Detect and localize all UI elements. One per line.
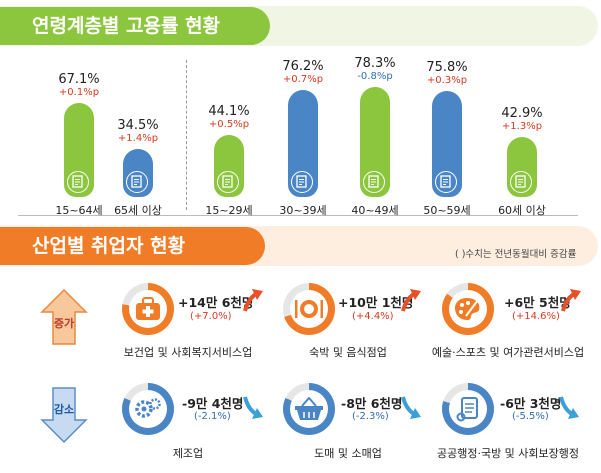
decrease-label: 감소 <box>53 403 75 416</box>
change-label: +0.3%p <box>426 74 468 86</box>
document-icon <box>291 170 313 193</box>
increase-rate: (+4.4%) <box>352 311 394 322</box>
increase-label-text: 보건업 및 사회복지서비스업 <box>123 346 253 359</box>
increase-label: 증가 <box>53 317 75 330</box>
bar-15~29세 <box>214 135 244 197</box>
increase-arrow <box>40 288 88 350</box>
decrease-value: -6만 3천명 <box>500 396 562 411</box>
change-rate-note: ( )수치는 전년동월대비 증감률 <box>455 249 577 260</box>
up-trend-arrow-icon <box>242 287 264 317</box>
plate-fork-knife-icon <box>294 297 324 325</box>
value-label: 42.9% <box>501 105 543 121</box>
decrease-label-text: 도매 및 소매업 <box>314 447 382 460</box>
value-label: 67.1% <box>58 72 100 88</box>
value-label: 34.5% <box>117 117 159 133</box>
change-label: +0.1%p <box>58 87 100 99</box>
category-label: 30~39세 <box>279 204 327 217</box>
bar-50~59세 <box>432 90 462 197</box>
document-icon <box>67 170 89 193</box>
increase-value: +6만 5천명 <box>504 295 571 310</box>
first-aid-kit-icon <box>135 297 161 325</box>
document-icon <box>363 170 385 193</box>
increase-label-text: 예술·스포츠 및 여가관련서비스업 <box>431 346 585 359</box>
increase-label-text: 숙박 및 음식점업 <box>309 346 387 359</box>
decrease-value: -9만 4천명 <box>182 396 244 411</box>
section2-title: 산업별 취업자 현황 <box>0 227 265 265</box>
value-label: 76.2% <box>282 59 324 75</box>
category-label: 65세 이상 <box>114 204 162 217</box>
value-label: 78.3% <box>354 56 396 72</box>
change-label: +0.7%p <box>282 74 324 86</box>
bar-60세 이상 <box>507 136 537 197</box>
down-trend-arrow-icon <box>400 395 422 425</box>
down-trend-arrow-icon <box>558 395 580 425</box>
increase-value: +14만 6천명 <box>178 295 254 310</box>
bar-30~39세 <box>288 90 318 197</box>
increase-value: +10만 1천명 <box>338 295 414 310</box>
bar-15~64세 <box>64 103 94 197</box>
document-icon <box>435 170 457 193</box>
ring-gauge <box>442 383 494 435</box>
category-label: 15~64세 <box>55 204 103 217</box>
decrease-label-text: 제조업 <box>172 447 204 460</box>
decrease-arrow <box>40 386 88 448</box>
up-trend-arrow-icon <box>560 287 582 317</box>
change-label: -0.8%p <box>357 71 393 83</box>
change-label: +1.4%p <box>117 132 159 144</box>
down-trend-arrow-icon <box>242 395 264 425</box>
value-label: 75.8% <box>426 59 468 75</box>
category-label: 60세 이상 <box>498 204 546 217</box>
decrease-rate: (-2.3%) <box>352 411 389 422</box>
ring-gauge <box>122 383 174 435</box>
decrease-label-text: 공공행정·국방 및 사회보장행정 <box>436 447 580 460</box>
gears-icon <box>134 397 162 425</box>
decrease-rate: (-5.5%) <box>512 411 549 422</box>
decrease-rate: (-2.1%) <box>194 411 231 422</box>
chart-baseline <box>18 215 578 216</box>
change-label: +0.5%p <box>208 119 250 131</box>
increase-rate: (+14.6%) <box>512 311 560 322</box>
bar-65세 이상 <box>123 148 153 197</box>
category-label: 15~29세 <box>205 204 253 217</box>
section1-title: 연령계층별 고용률 현황 <box>0 7 270 45</box>
shopping-basket-icon <box>294 396 324 425</box>
up-trend-arrow-icon <box>400 287 422 317</box>
palette-icon <box>454 296 482 326</box>
document-icon <box>510 170 532 193</box>
bar-40~49세 <box>360 87 390 197</box>
increase-rate: (+7.0%) <box>190 311 232 322</box>
value-label: 44.1% <box>208 104 250 120</box>
document-icon <box>217 170 239 193</box>
chart-divider <box>186 60 187 210</box>
category-label: 50~59세 <box>423 204 471 217</box>
change-label: +1.3%p <box>501 120 543 132</box>
document-icon <box>126 170 148 193</box>
category-label: 40~49세 <box>351 204 399 217</box>
decrease-value: -8만 6천명 <box>341 396 403 411</box>
scroll-icon <box>456 396 482 426</box>
